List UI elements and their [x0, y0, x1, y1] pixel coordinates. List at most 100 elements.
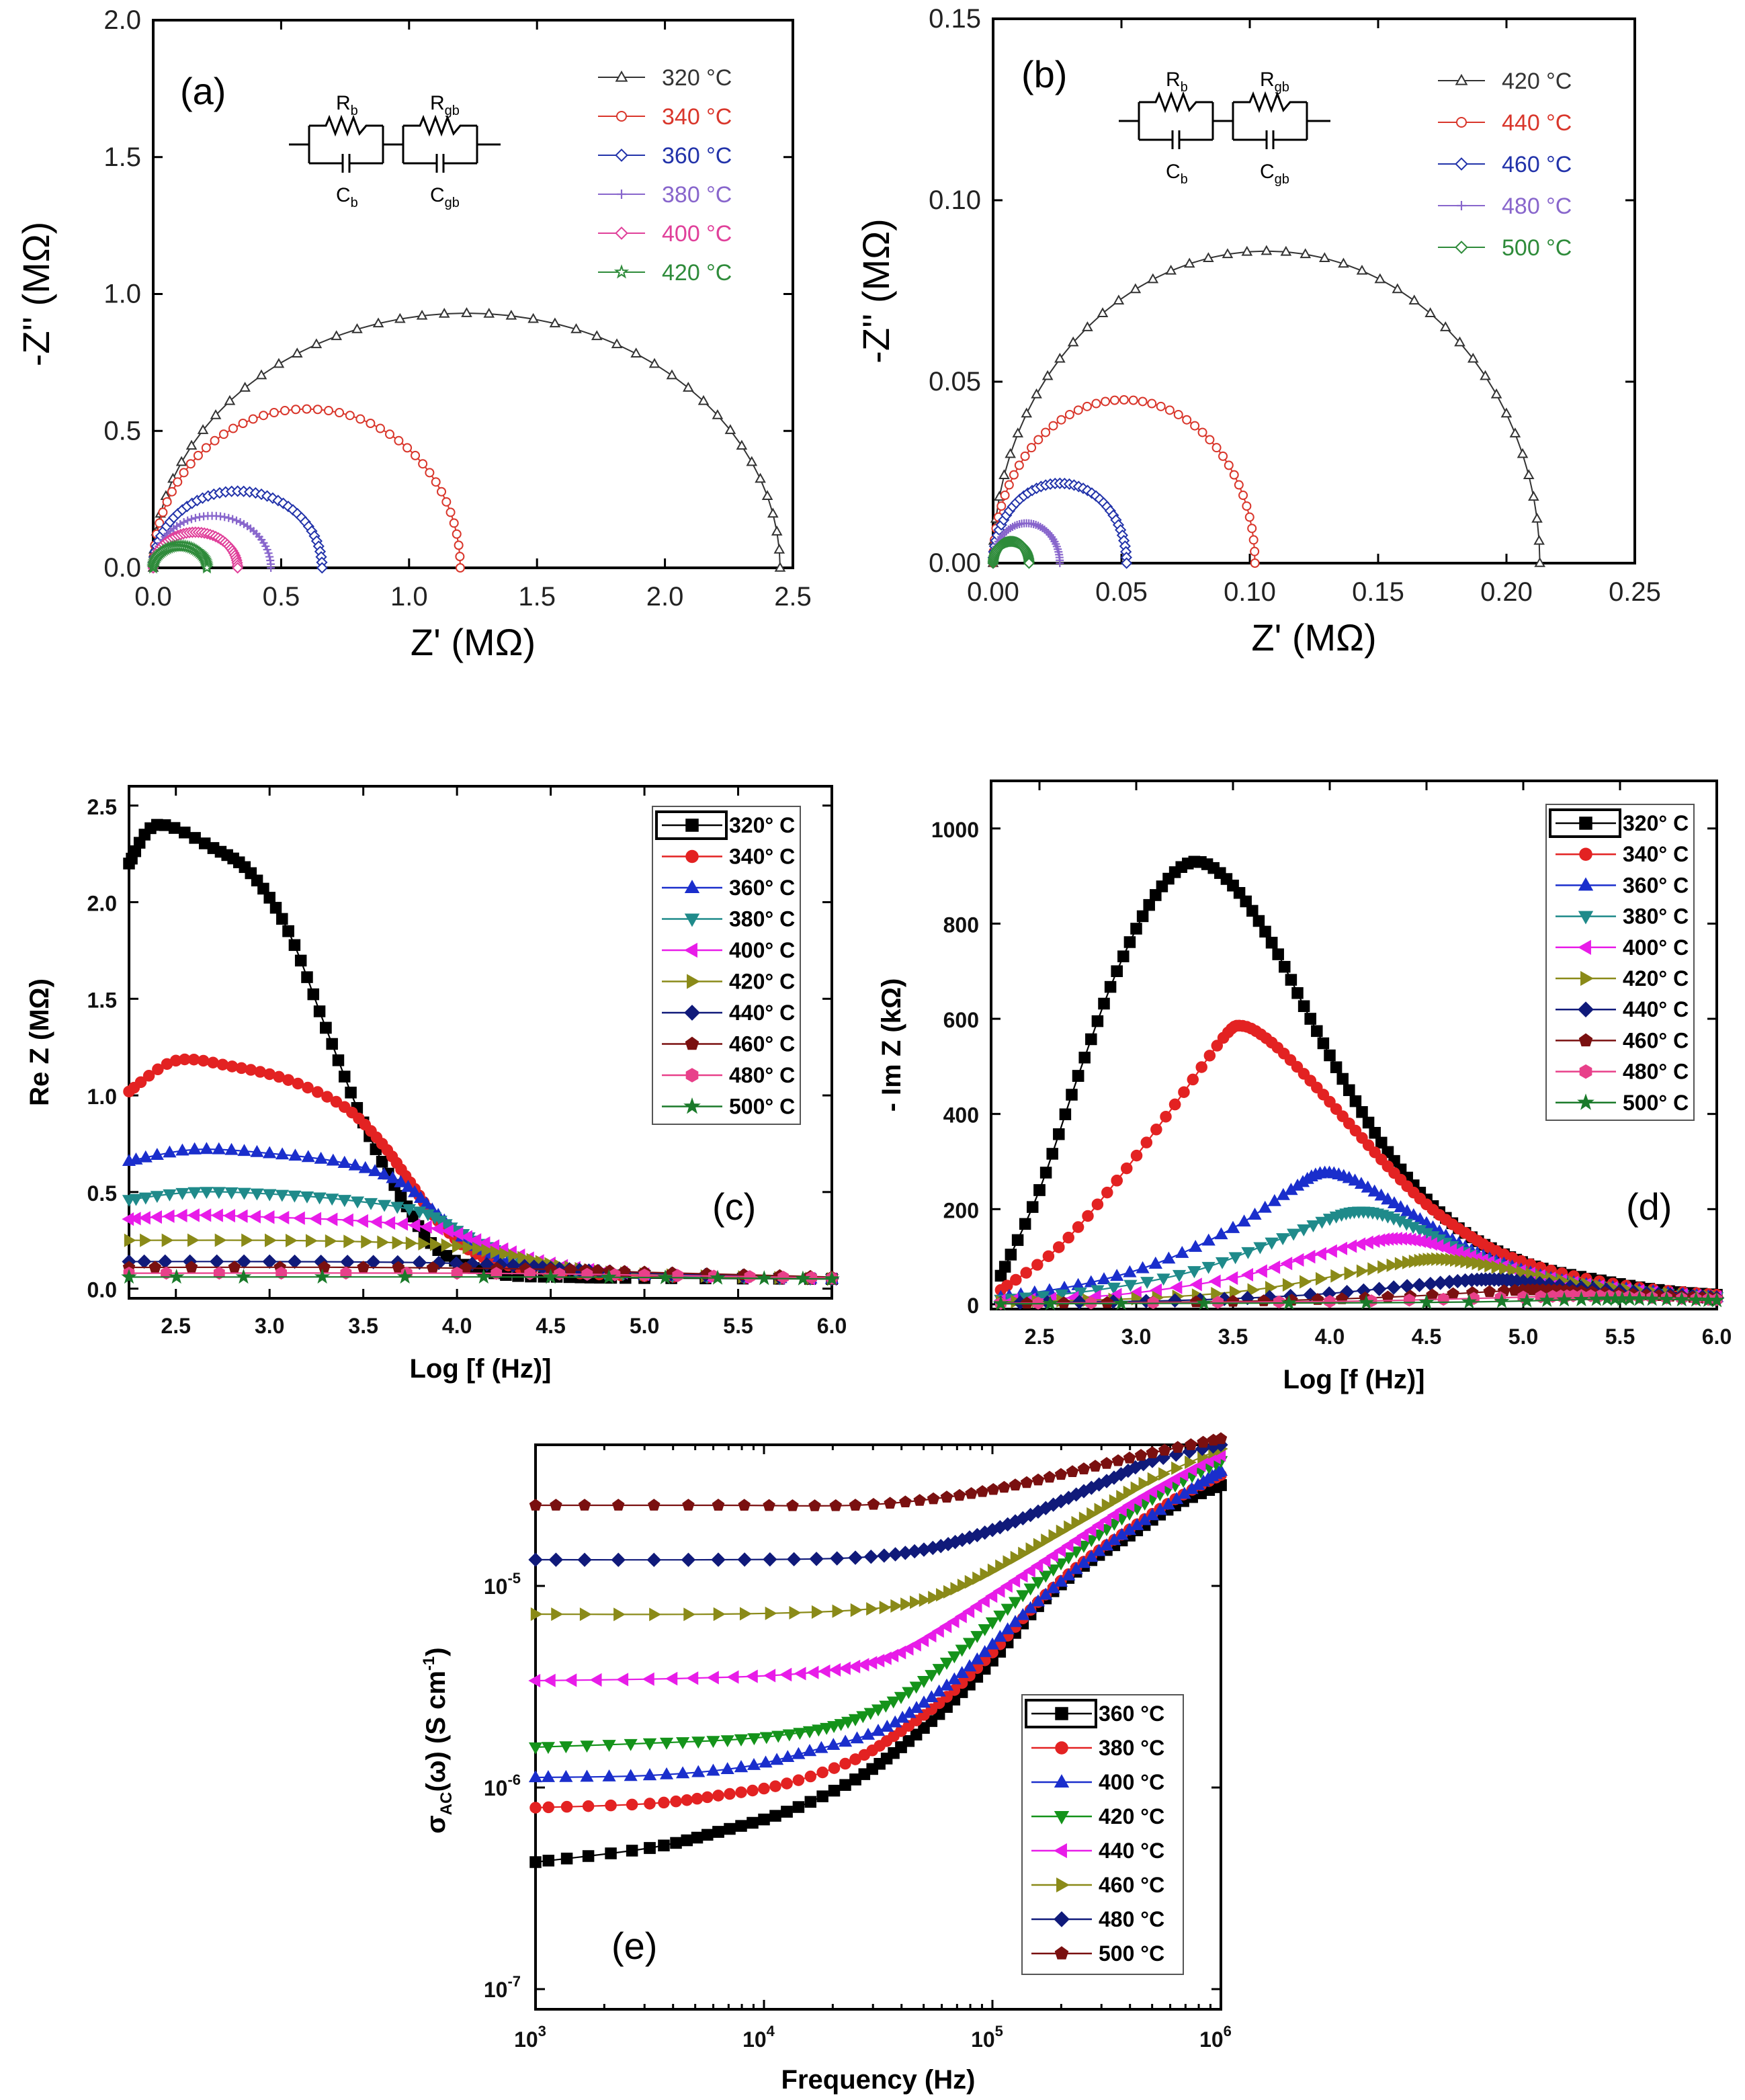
y-axis-title: - Im Z (kΩ) — [877, 978, 906, 1112]
legend-label: 420° C — [1623, 966, 1689, 991]
legend-label: 500 °C — [1099, 1941, 1164, 1966]
data-point — [175, 456, 187, 466]
data-point — [1043, 1470, 1056, 1483]
data-point — [1054, 1774, 1070, 1788]
data-point — [1023, 1601, 1037, 1613]
data-point — [1041, 427, 1051, 437]
data-point — [163, 1145, 177, 1158]
data-point — [1078, 1511, 1091, 1525]
data-point — [372, 317, 384, 328]
data-point — [1113, 1295, 1130, 1310]
chart-b: 0.00 0.05 0.10 0.15 0.20 0.25 0.00 0.05 0.10 0.15… — [855, 4, 1661, 659]
data-point — [528, 1742, 543, 1755]
data-point — [1402, 1255, 1414, 1269]
y-tick-label: 10-6 — [484, 1771, 521, 1800]
x-tick-label: 3.5 — [348, 1314, 378, 1338]
data-point — [1091, 1518, 1104, 1532]
data-point — [658, 1796, 670, 1809]
data-point — [1038, 1554, 1051, 1568]
data-point — [1229, 470, 1239, 480]
data-point — [863, 1708, 878, 1720]
data-point — [1078, 1052, 1091, 1064]
data-point — [947, 1672, 962, 1685]
data-point — [216, 1058, 229, 1070]
x-tick-label: 105 — [971, 2023, 1003, 2052]
data-point — [1064, 1520, 1076, 1534]
chart-d: 2.5 3.0 3.5 4.0 4.5 5.0 5.5 6.0 0 200 400 600 800 100… — [877, 780, 1732, 1394]
data-point — [441, 1238, 454, 1252]
data-point — [1358, 1294, 1375, 1310]
data-point — [255, 369, 267, 380]
data-point — [1211, 1040, 1224, 1052]
data-point — [1447, 1287, 1459, 1300]
data-point — [642, 1738, 657, 1751]
data-point — [207, 1056, 219, 1068]
data-point — [138, 1150, 153, 1163]
data-point — [550, 1499, 562, 1511]
legend-highlight — [655, 810, 728, 840]
data-point — [340, 1266, 352, 1280]
data-point — [1072, 1294, 1087, 1310]
data-point — [909, 1681, 923, 1694]
data-point — [1324, 1095, 1336, 1108]
plot-frame — [992, 17, 1636, 564]
data-point — [711, 1552, 726, 1567]
data-point — [1297, 1000, 1310, 1013]
chart-e: 103 104 105 106 10-7 10-6 10-5 Frequency (Hz) σA… — [420, 1432, 1232, 2095]
data-point — [1349, 1124, 1362, 1137]
panel-label: (b) — [1021, 53, 1067, 95]
data-point — [747, 1784, 759, 1797]
data-point — [1054, 1544, 1066, 1558]
data-point — [1287, 1228, 1301, 1241]
data-point — [755, 472, 766, 483]
data-point — [1087, 1507, 1099, 1521]
data-point — [691, 1765, 706, 1777]
data-point — [1478, 1257, 1490, 1271]
x-tick-label: 3.0 — [1121, 1325, 1151, 1349]
data-point — [431, 1255, 446, 1271]
data-point — [261, 542, 270, 550]
data-point — [1107, 1282, 1121, 1295]
data-point — [739, 1607, 752, 1621]
data-point — [917, 1633, 929, 1648]
data-point — [316, 562, 328, 574]
data-point — [490, 1245, 503, 1259]
data-point — [1394, 1200, 1408, 1212]
data-point — [1147, 273, 1159, 284]
data-point — [237, 1187, 251, 1200]
data-point — [1055, 1707, 1068, 1720]
data-point — [1381, 1192, 1395, 1205]
data-point — [832, 1604, 845, 1618]
data-point — [1314, 1247, 1326, 1261]
data-point — [1046, 1581, 1060, 1593]
data-point — [158, 507, 168, 517]
data-point — [1185, 1455, 1197, 1470]
data-point — [376, 1155, 388, 1168]
data-point — [530, 1607, 543, 1622]
data-point — [957, 1579, 970, 1593]
data-point — [1214, 1464, 1228, 1476]
data-point — [451, 1226, 464, 1241]
legend-label: 380° C — [729, 907, 795, 931]
y-tick-label: 2.0 — [103, 5, 141, 35]
data-point — [385, 429, 395, 439]
data-point — [737, 1552, 752, 1567]
data-point — [970, 1631, 984, 1644]
data-point — [292, 1211, 305, 1225]
data-point — [1394, 1257, 1407, 1271]
data-point — [1248, 1208, 1262, 1220]
data-point — [955, 1644, 969, 1657]
data-point — [1101, 1498, 1114, 1513]
data-point — [1291, 1253, 1304, 1267]
data-point — [1356, 1132, 1368, 1144]
data-point — [779, 1667, 792, 1682]
data-point — [939, 1619, 952, 1634]
series-0: 420 °C — [987, 69, 1572, 567]
x-tick-label: 2.5 — [161, 1314, 190, 1338]
data-point — [377, 1167, 391, 1180]
data-point — [1165, 264, 1177, 275]
data-point — [264, 549, 273, 558]
data-point — [213, 1266, 225, 1280]
data-point — [931, 1624, 944, 1638]
data-point — [816, 1790, 828, 1802]
